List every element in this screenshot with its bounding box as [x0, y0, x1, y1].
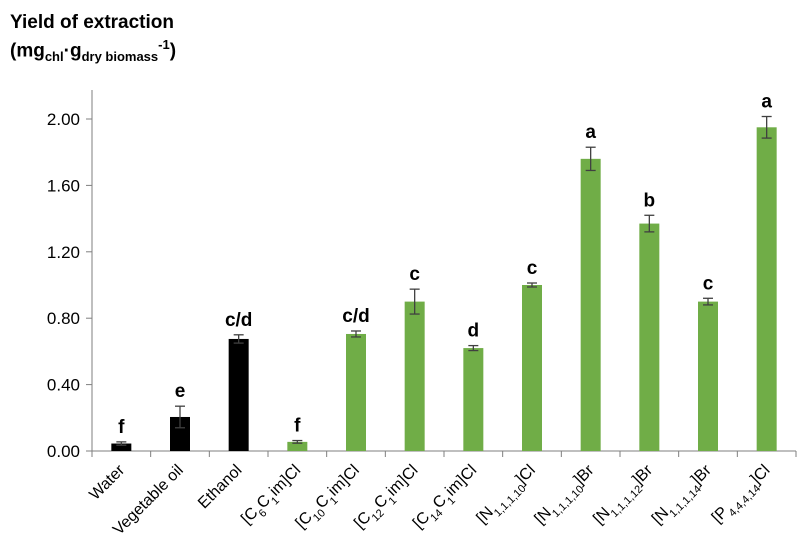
x-category-label-part: Water	[86, 461, 128, 503]
significance-letter: d	[468, 321, 480, 342]
x-category-label-part: 1,1,1,14	[667, 483, 704, 520]
bar	[111, 443, 132, 451]
unit-suffix: )	[169, 39, 177, 61]
x-category-label: [P4,4,4,14]Cl	[709, 462, 777, 530]
significance-letter: b	[644, 190, 656, 211]
bar	[756, 127, 777, 452]
x-category-label-part: 1,1,1,10	[550, 483, 587, 520]
y-tick-label: 1.60	[47, 176, 80, 195]
x-category-label-part: ]Br	[571, 461, 598, 488]
bar	[346, 333, 366, 451]
y-axis-title: Yield of extraction (mgchl·gdry biomass-…	[10, 10, 176, 65]
y-axis-title-unit: (mgchl·gdry biomass-1)	[10, 36, 176, 66]
x-category-label-part: [P	[709, 504, 732, 527]
x-category-label: Ethanol	[195, 462, 245, 512]
significance-letter: c	[409, 264, 420, 285]
x-category-label-part: ]Cl	[748, 462, 774, 488]
x-category-label: Water	[86, 461, 128, 503]
y-tick-label: 0.80	[47, 309, 80, 328]
x-category-label-part: 1,1,1,10	[492, 483, 529, 520]
x-category-label-part: 1,1,1,12	[609, 483, 646, 520]
significance-letter: c/d	[225, 310, 252, 331]
x-category-label-part: ]Cl	[513, 462, 539, 488]
x-category-label-part: [C	[238, 504, 261, 527]
x-category-label-part: im]Cl	[325, 462, 363, 500]
bar	[522, 285, 542, 451]
y-tick-label: 0.00	[47, 442, 80, 461]
x-category-label-part: im]Cl	[384, 462, 422, 500]
bar	[463, 348, 484, 451]
x-category-label: [N1,1,1,10]Br	[532, 461, 602, 531]
x-category-label-part: [N	[649, 504, 672, 527]
x-category-label-part: im]Cl	[442, 462, 480, 500]
significance-letter: f	[294, 416, 301, 437]
unit-sup-exponent: -1	[158, 36, 170, 52]
significance-letter: c/d	[342, 306, 369, 327]
bar	[170, 416, 190, 451]
significance-letter: c	[703, 273, 714, 294]
x-category-label-part: [C	[351, 509, 374, 532]
bar	[228, 338, 249, 451]
bar	[639, 223, 660, 451]
significance-letter: a	[585, 122, 596, 143]
y-tick-label: 0.40	[47, 376, 80, 395]
x-category-label: [N1,1,1,12]Br	[590, 461, 660, 531]
x-category-label: [N1,1,1,10]Cl	[474, 462, 543, 531]
x-category-label-part: Ethanol	[195, 462, 245, 512]
unit-dot-g: ·g	[63, 39, 82, 61]
y-tick-label: 1.20	[47, 243, 80, 262]
x-category-label-part: ]Br	[630, 461, 657, 488]
unit-prefix: (mg	[10, 39, 45, 61]
x-category-label: [N1,1,1,14]Br	[649, 461, 719, 531]
y-axis-title-line1: Yield of extraction	[10, 12, 174, 33]
bar	[287, 441, 308, 451]
significance-letter: c	[527, 258, 538, 279]
x-category-label-part: [N	[532, 504, 555, 527]
x-category-label-part: [C	[293, 509, 316, 532]
unit-sub-dry-biomass: dry biomass	[81, 48, 159, 64]
x-category-label-part: [C	[410, 509, 433, 532]
x-category-label-part: ]Br	[688, 461, 715, 488]
y-tick-label: 2.00	[47, 110, 80, 129]
x-category-label: [C14C1im]Cl	[410, 462, 484, 536]
bar	[404, 301, 425, 451]
significance-letter: f	[118, 417, 125, 438]
x-category-label-part: 4,4,4,14	[727, 483, 764, 520]
unit-sub-chl: chl	[44, 48, 64, 64]
x-category-label-part: im]Cl	[266, 462, 304, 500]
x-category-label-part: [N	[474, 504, 497, 527]
x-category-label-part: [N	[590, 504, 613, 527]
significance-letter: e	[175, 381, 186, 402]
bar	[580, 158, 601, 451]
significance-letter: a	[761, 92, 772, 113]
bar	[698, 301, 718, 451]
